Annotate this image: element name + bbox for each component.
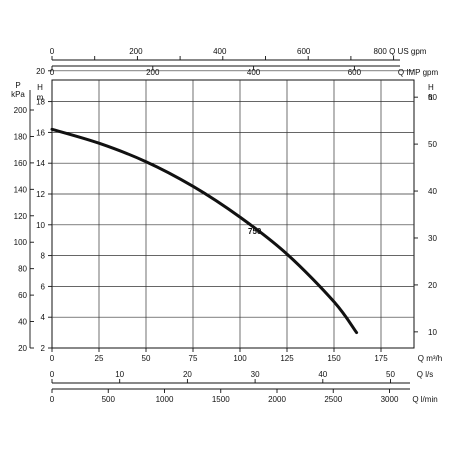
x-tick-label-ls: 10 [115,370,124,379]
y-tick-label-h-m: 4 [41,313,46,322]
x-tick-label-us-gpm: 600 [297,47,311,56]
x-tick-label-lmin: 1500 [212,395,230,404]
y-tick-label-h-m: 18 [36,98,45,107]
y-tick-label-ft: 60 [428,93,437,102]
x-axis-label-ls: Q l/s [417,370,433,379]
y-tick-label-kpa: 120 [14,212,28,221]
y-tick-label-kpa: 60 [18,291,27,300]
x-axis-label-imp-gpm: Q IMP gpm [398,68,439,77]
y-tick-label-h-m: 2 [41,344,46,353]
pump-curve-750 [50,127,359,335]
y-tick-label-h-m: 20 [36,67,45,76]
x-tick-label-lmin: 500 [102,395,116,404]
x-tick-label-m3h: 100 [233,354,247,363]
y-tick-label-ft: 20 [428,281,437,290]
y-tick-label-ft: 50 [428,140,437,149]
y-axis-label-kpa: kPa [11,90,25,99]
y-axis-label-h-right: H [428,83,434,92]
y-tick-label-kpa: 140 [14,185,28,194]
y-axis-label-ft: ft [428,93,433,102]
x-tick-label-ls: 20 [183,370,192,379]
y-tick-label-kpa: 20 [18,344,27,353]
x-tick-label-m3h: 75 [189,354,198,363]
x-tick-label-m3h: 50 [142,354,151,363]
x-tick-label-m3h: 125 [280,354,294,363]
curve-label: 750 [248,227,262,236]
x-tick-label-us-gpm: 400 [213,47,227,56]
x-tick-label-m3h: 0 [50,354,55,363]
y-tick-label-kpa: 40 [18,318,27,327]
y-tick-label-h-m: 8 [41,252,46,261]
y-tick-label-h-m: 14 [36,159,45,168]
y-tick-label-h-m: 12 [36,190,45,199]
x-tick-label-ls: 50 [386,370,395,379]
x-tick-label-imp-gpm: 200 [146,68,160,77]
x-tick-label-lmin: 2000 [268,395,286,404]
x-tick-label-m3h: 175 [374,354,388,363]
y-tick-label-kpa: 180 [14,132,28,141]
y-tick-label-ft: 10 [428,328,437,337]
x-axis-label-lmin: Q l/min [412,395,437,404]
x-tick-label-imp-gpm: 0 [50,68,55,77]
y-tick-label-h-m: 6 [41,282,46,291]
x-tick-label-us-gpm: 200 [129,47,143,56]
y-axis-label-p: P [15,81,20,90]
x-tick-label-lmin: 0 [50,395,55,404]
y-tick-label-kpa: 80 [18,265,27,274]
y-tick-label-ft: 40 [428,187,437,196]
x-tick-label-imp-gpm: 400 [247,68,261,77]
y-tick-label-ft: 30 [428,234,437,243]
y-tick-label-kpa: 100 [14,238,28,247]
x-tick-label-m3h: 150 [327,354,341,363]
x-tick-label-lmin: 3000 [381,395,399,404]
y-tick-label-kpa: 160 [14,159,28,168]
x-tick-label-ls: 30 [251,370,260,379]
x-axis-label-us-gpm: 800 Q US gpm [374,47,427,56]
x-tick-label-ls: 0 [50,370,55,379]
plot-frame [51,79,415,349]
x-tick-label-lmin: 2500 [324,395,342,404]
x-tick-label-lmin: 1000 [156,395,174,404]
y-axis-label-m: m [37,93,44,102]
y-tick-label-h-m: 16 [36,128,45,137]
y-axis-label-h: H [37,83,43,92]
y-tick-label-kpa: 200 [14,106,28,115]
x-axis-label-m3h: Q m³/h [418,354,442,363]
x-tick-label-us-gpm: 0 [50,47,55,56]
x-tick-label-ls: 40 [318,370,327,379]
y-tick-label-h-m: 10 [36,221,45,230]
x-tick-label-imp-gpm: 600 [348,68,362,77]
x-tick-label-m3h: 25 [95,354,104,363]
